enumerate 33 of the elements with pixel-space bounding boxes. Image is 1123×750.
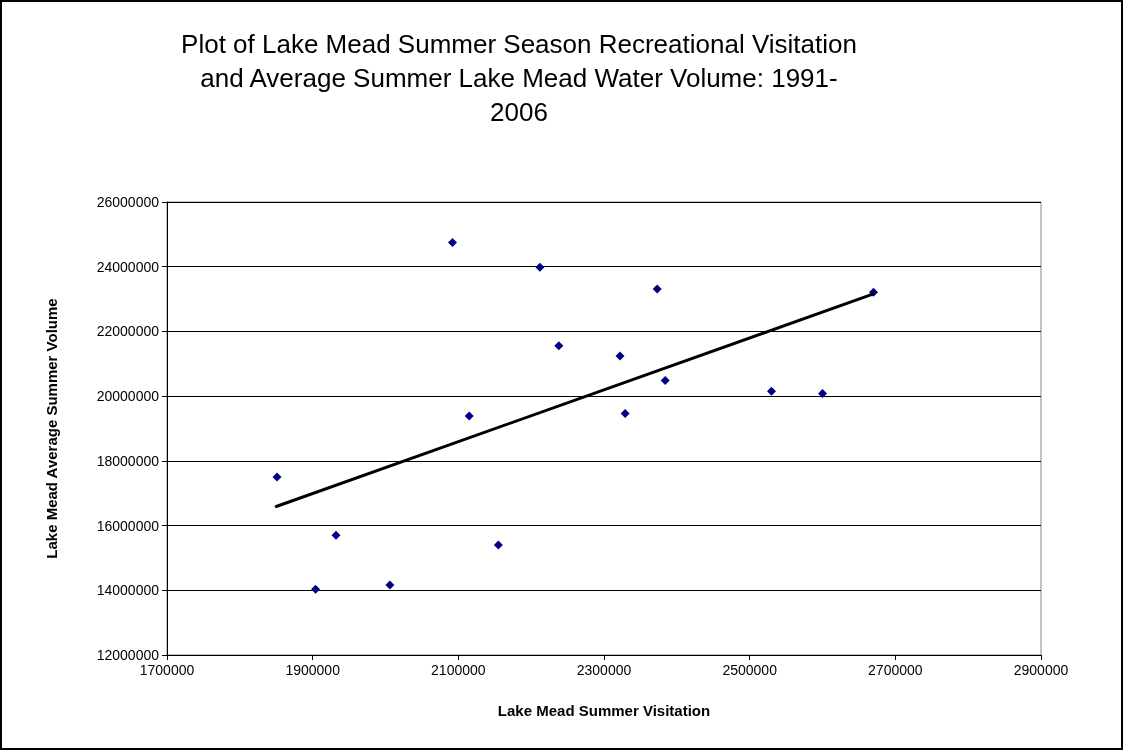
point bbox=[535, 262, 545, 272]
y-tick-label: 26000000 bbox=[96, 194, 160, 210]
y-tick-label: 20000000 bbox=[96, 388, 160, 405]
point bbox=[311, 584, 321, 594]
point bbox=[554, 341, 564, 351]
y-tick-label: 12000000 bbox=[96, 647, 160, 663]
point bbox=[615, 351, 625, 361]
y-tick-label: 24000000 bbox=[96, 258, 160, 275]
point bbox=[652, 284, 662, 294]
x-tick-label: 2500000 bbox=[722, 662, 778, 678]
y-axis-title: Lake Mead Average Summer Volume bbox=[43, 298, 60, 559]
point bbox=[464, 411, 474, 421]
point bbox=[448, 237, 458, 247]
point bbox=[385, 580, 395, 590]
point bbox=[331, 530, 341, 540]
x-tick-label: 2300000 bbox=[576, 662, 632, 678]
y-tick-label: 14000000 bbox=[96, 582, 160, 599]
point bbox=[767, 386, 777, 396]
y-tick-label: 18000000 bbox=[96, 452, 160, 469]
x-axis-title: Lake Mead Summer Visitation bbox=[497, 702, 711, 719]
x-tick-label: 1700000 bbox=[139, 662, 195, 678]
x-tick-label: 2100000 bbox=[431, 662, 486, 678]
point bbox=[660, 376, 670, 386]
point bbox=[818, 389, 827, 399]
point bbox=[620, 409, 630, 419]
x-tick-label: 2700000 bbox=[868, 662, 923, 678]
x-tick-label: 2900000 bbox=[1013, 662, 1069, 678]
chart-title: Plot of Lake Mead Summer Season Recreational Visitation and Average Summer Lake Mead Water Volume: 1991- 2006 bbox=[181, 29, 857, 127]
point bbox=[493, 540, 503, 550]
point bbox=[272, 472, 282, 482]
x-tick-label: 1900000 bbox=[285, 662, 341, 678]
y-tick-label: 16000000 bbox=[96, 517, 160, 534]
y-tick-label: 22000000 bbox=[96, 323, 160, 340]
